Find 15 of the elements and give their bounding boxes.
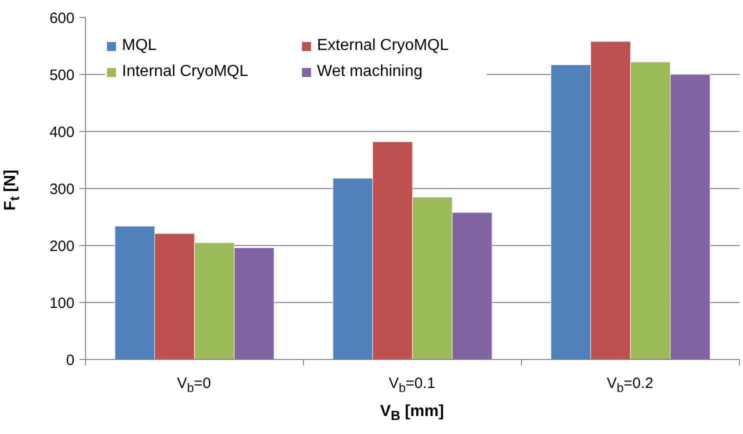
x-tick-label: V$_{b}$=0 [176, 374, 212, 397]
legend-label: Internal CryoMQL [122, 63, 250, 81]
legend-label: MQL [122, 37, 158, 55]
y-tick-label: 400 [49, 124, 75, 141]
y-tick-label: 0 [66, 352, 74, 369]
x-tick-label: V$_{b}$=0.1 [388, 374, 436, 397]
y-tick-label: 300 [49, 181, 75, 198]
legend-label: External CryoMQL [317, 37, 450, 55]
y-tick-label: 200 [49, 238, 75, 255]
y-tick-label: 500 [49, 67, 75, 84]
legend-label: Wet machining [317, 63, 424, 81]
x-tick-label: V$_{b}$=0.2 [606, 374, 654, 397]
y-tick-label: 100 [49, 295, 75, 312]
x-axis-title: V$_{B}$ [mm] [379, 402, 445, 426]
y-tick-label: 600 [49, 10, 75, 27]
